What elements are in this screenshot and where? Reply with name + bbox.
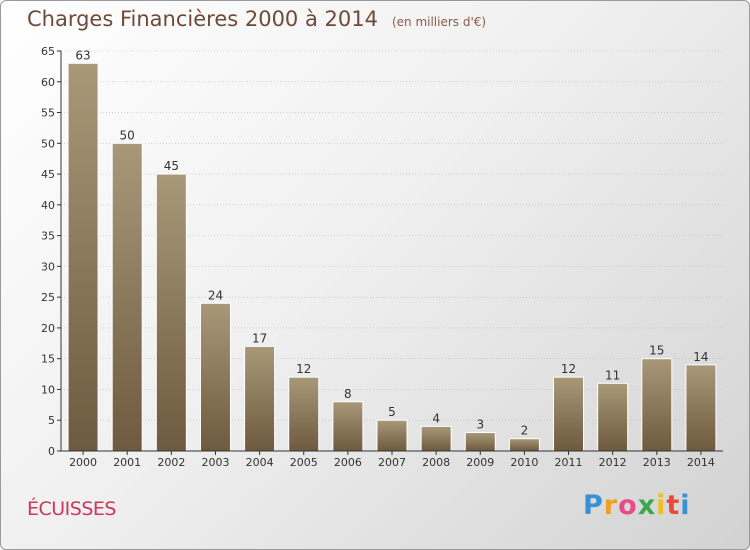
- x-tick-label: 2004: [246, 456, 274, 469]
- data-label: 11: [605, 368, 620, 382]
- y-tick-label: 15: [41, 353, 55, 366]
- data-label: 12: [296, 362, 311, 376]
- y-tick-label: 50: [41, 137, 55, 150]
- x-tick-label: 2010: [510, 456, 538, 469]
- data-label: 12: [561, 362, 576, 376]
- x-tick-label: 2008: [422, 456, 450, 469]
- bar: [508, 438, 540, 452]
- data-label: 3: [476, 418, 484, 432]
- data-label: 2: [521, 424, 529, 438]
- bar: [685, 364, 717, 452]
- bar: [553, 376, 585, 452]
- bar: [597, 382, 629, 452]
- x-tick-label: 2014: [687, 456, 715, 469]
- x-tick-label: 2013: [643, 456, 671, 469]
- y-tick-label: 60: [41, 76, 55, 89]
- chart-subtitle: (en milliers d'€): [391, 15, 487, 29]
- x-tick-label: 2001: [113, 456, 141, 469]
- data-label: 15: [649, 344, 664, 358]
- data-label: 8: [344, 387, 352, 401]
- chart-title-text: Charges Financières 2000 à 2014: [27, 7, 378, 31]
- data-label: 50: [120, 128, 135, 142]
- y-tick-label: 65: [41, 45, 55, 58]
- bar: [67, 62, 99, 452]
- x-tick-label: 2002: [157, 456, 185, 469]
- bar: [641, 358, 673, 452]
- x-tick-label: 2000: [69, 456, 97, 469]
- x-tick-label: 2007: [378, 456, 406, 469]
- proxiti-logo: Proxiti: [583, 490, 691, 521]
- y-tick-label: 20: [41, 322, 55, 335]
- bar: [464, 432, 496, 452]
- bar: [420, 425, 452, 452]
- bar: [155, 173, 187, 452]
- logo-letter: x: [637, 490, 657, 521]
- bar: [332, 401, 364, 452]
- logo-letter: P: [583, 490, 604, 521]
- data-label: 4: [432, 411, 440, 425]
- y-tick-label: 35: [41, 230, 55, 243]
- x-tick-label: 2005: [290, 456, 318, 469]
- data-label: 14: [693, 350, 708, 364]
- bar: [376, 419, 408, 452]
- bars: 63 50 45 24 17 12 8 5 4 3 2 12 11 15 14: [67, 48, 717, 452]
- data-label: 63: [75, 48, 90, 62]
- y-tick-label: 10: [41, 383, 55, 396]
- x-tick-label: 2009: [466, 456, 494, 469]
- bar: [199, 302, 231, 452]
- bar: [244, 345, 276, 452]
- chart-title: Charges Financières 2000 à 2014 (en milli…: [27, 7, 486, 31]
- y-tick-label: 25: [41, 291, 55, 304]
- bar: [111, 142, 143, 452]
- logo-letter: o: [618, 490, 638, 521]
- y-tick-label: 0: [48, 445, 55, 458]
- logo-letter: i: [680, 490, 691, 521]
- data-label: 5: [388, 405, 396, 419]
- y-tick-label: 55: [41, 107, 55, 120]
- logo-letter: r: [603, 490, 619, 521]
- x-tick-label: 2012: [599, 456, 627, 469]
- data-label: 17: [252, 331, 267, 345]
- y-tick-label: 30: [41, 260, 55, 273]
- y-tick-label: 40: [41, 199, 55, 212]
- x-tick-label: 2003: [201, 456, 229, 469]
- data-label: 24: [208, 288, 223, 302]
- y-tick-label: 45: [41, 168, 55, 181]
- commune-name: ÉCUISSES: [27, 498, 116, 520]
- x-tick-label: 2006: [334, 456, 362, 469]
- bar: [288, 376, 320, 452]
- data-label: 45: [164, 159, 179, 173]
- x-tick-label: 2011: [555, 456, 583, 469]
- logo-letter: t: [666, 490, 681, 521]
- y-tick-label: 5: [48, 414, 55, 427]
- logo-letter: i: [656, 490, 667, 521]
